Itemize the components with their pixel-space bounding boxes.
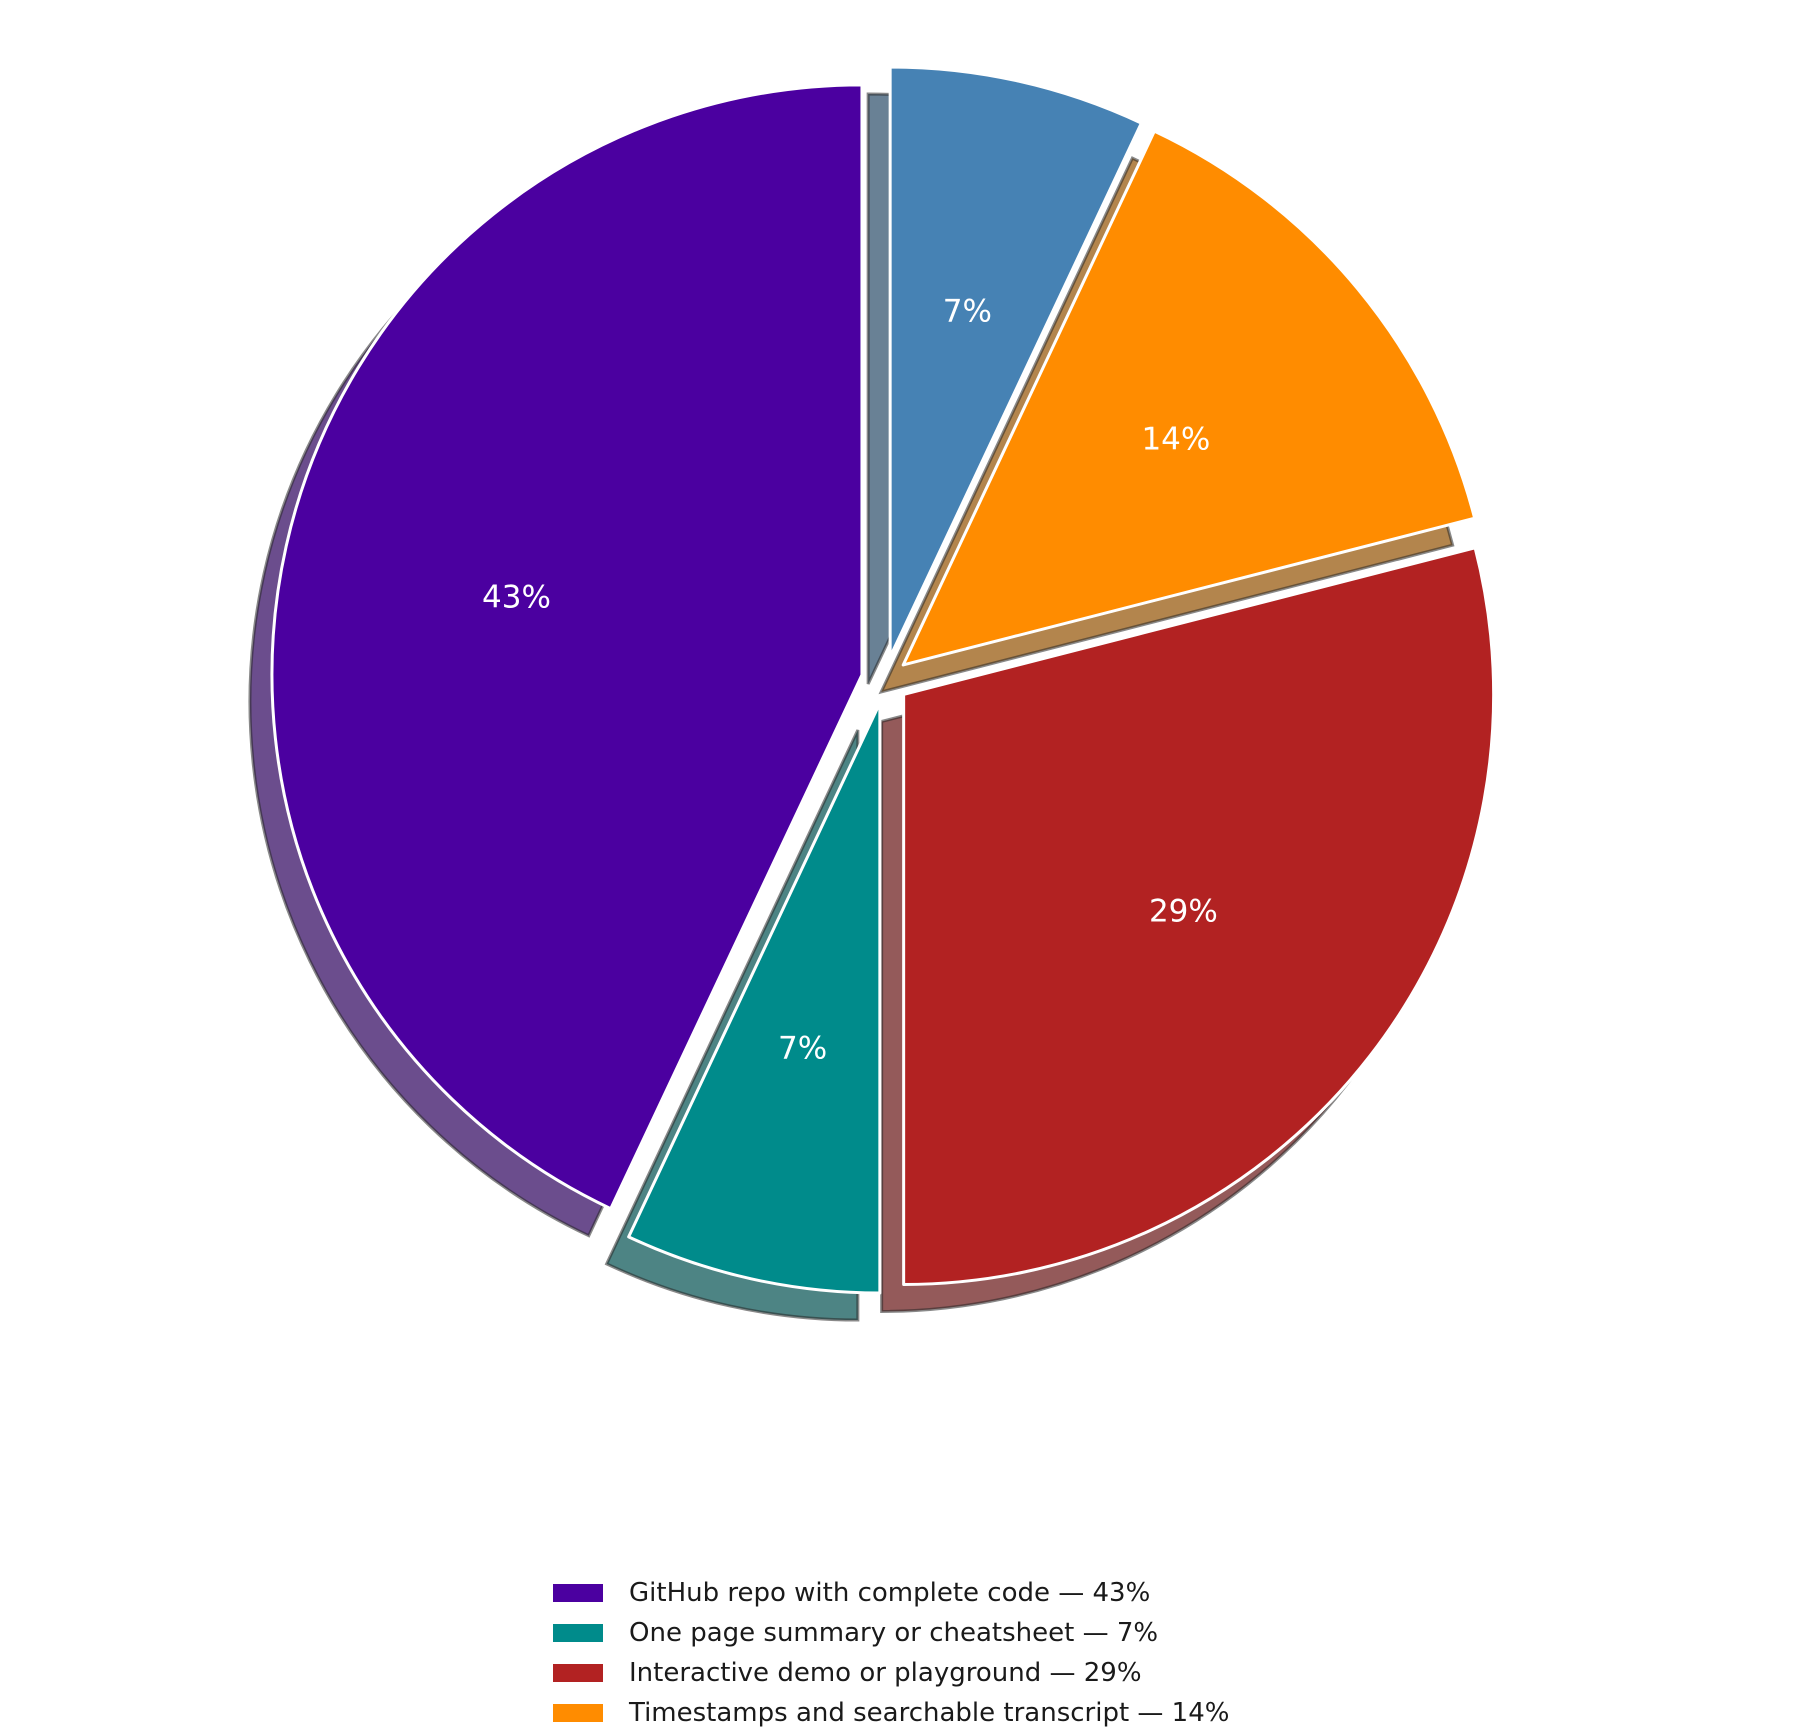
slice-interactive-demo-or-playground-2	[902, 546, 1496, 1286]
slice-percent-label: 29%	[1149, 893, 1218, 929]
legend-label: One page summary or cheatsheet — 7%	[629, 1618, 1159, 1648]
legend-item: GitHub repo with complete code — 43%	[553, 1573, 1229, 1613]
legend-item: Interactive demo or playground — 29%	[553, 1653, 1229, 1693]
pie-slices	[270, 65, 1496, 1295]
slice-labels: 43% 7% 29% 14% 7%	[482, 294, 1218, 1067]
slice-percent-label: 7%	[778, 1031, 827, 1067]
legend-swatch	[553, 1664, 603, 1682]
slice-unlabeled-4	[888, 65, 1143, 659]
legend-label: Interactive demo or playground — 29%	[629, 1658, 1142, 1688]
legend-item: Timestamps and searchable transcript — 1…	[553, 1693, 1229, 1733]
slice-one-page-summary-or-cheatsheet-1	[627, 701, 882, 1295]
legend-label: GitHub repo with complete code — 43%	[629, 1578, 1151, 1608]
slice-percent-label: 43%	[482, 580, 551, 616]
legend-swatch	[553, 1584, 603, 1602]
slice-percent-label: 14%	[1141, 421, 1210, 457]
legend-label: Timestamps and searchable transcript — 1…	[629, 1698, 1230, 1728]
slice-timestamps-and-searchable-transcript-3	[901, 129, 1477, 667]
legend-swatch	[553, 1704, 603, 1722]
chart-legend: GitHub repo with complete code — 43% One …	[553, 1573, 1229, 1733]
slice-github-repo-with-complete-code-0	[270, 83, 864, 1211]
slice-percent-label: 7%	[943, 294, 992, 330]
legend-swatch	[553, 1624, 603, 1642]
legend-item: One page summary or cheatsheet — 7%	[553, 1613, 1229, 1653]
